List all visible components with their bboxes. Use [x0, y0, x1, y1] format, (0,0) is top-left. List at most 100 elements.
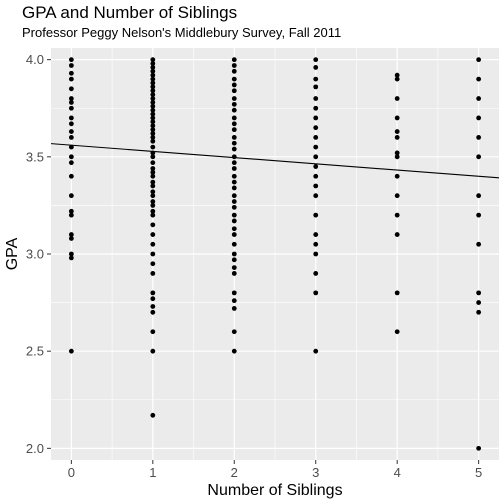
data-point — [313, 125, 319, 131]
data-point — [68, 134, 74, 140]
y-axis-ticks: 2.0 2.5 3.0 3.5 4.0 — [26, 52, 51, 456]
data-point — [394, 115, 400, 121]
data-point — [231, 140, 237, 146]
y-axis-title: GPA — [4, 237, 21, 270]
data-point — [231, 68, 237, 74]
x-axis-ticks: 0 1 2 3 4 5 — [68, 460, 482, 480]
data-point — [68, 348, 74, 354]
chart-subtitle: Professor Peggy Nelson's Middlebury Surv… — [22, 25, 341, 40]
data-point — [231, 82, 237, 88]
data-point — [150, 111, 156, 117]
data-point — [231, 329, 237, 335]
data-point — [68, 251, 74, 257]
data-point — [476, 76, 482, 82]
data-point — [476, 300, 482, 305]
data-point — [231, 218, 237, 224]
data-point — [68, 63, 74, 68]
data-point — [150, 329, 156, 335]
data-point — [150, 212, 156, 218]
data-point — [394, 154, 400, 160]
data-point — [313, 105, 319, 111]
data-point — [231, 121, 237, 127]
data-point — [231, 185, 237, 191]
data-point — [231, 212, 237, 218]
data-point — [68, 236, 74, 241]
x-tick-label: 2 — [231, 465, 238, 480]
data-point — [313, 271, 319, 276]
data-point — [476, 96, 482, 101]
data-point — [231, 306, 237, 311]
data-point — [476, 115, 482, 121]
data-point — [394, 193, 400, 199]
data-point — [150, 296, 156, 302]
data-point — [150, 232, 156, 237]
data-point — [231, 251, 237, 257]
data-point — [150, 131, 156, 136]
data-point — [313, 134, 319, 140]
data-point — [68, 255, 74, 261]
data-point — [313, 193, 319, 199]
data-point — [476, 57, 482, 63]
data-point — [476, 193, 482, 199]
x-tick-label: 3 — [312, 465, 319, 480]
data-point — [150, 61, 156, 66]
data-point — [150, 119, 156, 125]
data-point — [231, 193, 237, 199]
data-point — [394, 150, 400, 156]
data-point — [150, 261, 156, 267]
regression-line — [50, 143, 500, 179]
data-point — [68, 173, 74, 179]
data-point — [68, 144, 74, 150]
data-point — [231, 127, 237, 133]
data-point — [394, 329, 400, 335]
data-point — [150, 199, 156, 204]
x-axis-title: Number of Siblings — [207, 482, 342, 499]
data-point — [150, 203, 156, 208]
data-point — [150, 208, 156, 214]
data-point — [231, 154, 237, 160]
data-point — [68, 208, 74, 214]
data-point — [150, 290, 156, 296]
data-point — [68, 154, 74, 160]
data-point — [150, 222, 156, 228]
data-point — [68, 115, 74, 121]
data-point — [68, 232, 74, 237]
data-point — [313, 57, 319, 63]
data-point — [150, 241, 156, 247]
x-tick-label: 5 — [475, 465, 482, 480]
data-point — [394, 212, 400, 218]
data-point — [231, 160, 237, 166]
data-point — [68, 160, 74, 166]
data-point — [313, 84, 319, 90]
data-point — [231, 199, 237, 204]
data-point — [231, 166, 237, 171]
data-point — [394, 76, 400, 82]
data-point — [476, 212, 482, 218]
data-point — [476, 241, 482, 247]
data-point — [150, 103, 156, 109]
data-point — [150, 412, 156, 418]
data-point — [150, 193, 156, 199]
data-point — [476, 309, 482, 315]
data-point — [150, 88, 156, 94]
data-point — [68, 100, 74, 105]
data-point — [394, 232, 400, 237]
data-point — [150, 189, 156, 195]
data-point — [150, 348, 156, 354]
data-point — [313, 290, 319, 296]
data-point — [231, 63, 237, 68]
data-point — [68, 105, 74, 111]
data-point — [150, 271, 156, 276]
data-point — [476, 154, 482, 160]
x-tick-label: 0 — [68, 465, 75, 480]
data-point — [150, 96, 156, 101]
data-point — [476, 134, 482, 140]
data-point — [150, 84, 156, 90]
data-point — [150, 57, 156, 63]
data-point — [313, 232, 319, 237]
data-point — [150, 107, 156, 113]
data-point — [231, 146, 237, 152]
data-point — [231, 134, 237, 140]
data-point — [150, 100, 156, 105]
chart-title: GPA and Number of Siblings — [22, 3, 237, 22]
